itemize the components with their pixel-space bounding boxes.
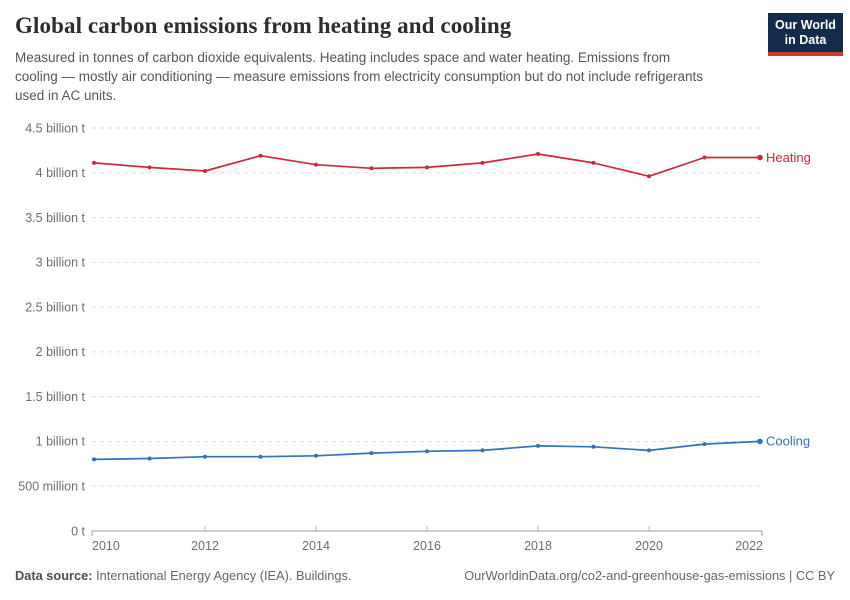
x-axis-tick-label: 2012 xyxy=(191,539,219,553)
data-point-cooling[interactable] xyxy=(258,454,263,459)
series-line-heating[interactable] xyxy=(93,153,761,178)
data-point-cooling[interactable] xyxy=(702,442,707,447)
data-point-heating[interactable] xyxy=(480,160,485,165)
chart-footer: Data source: International Energy Agency… xyxy=(15,568,835,583)
data-point-heating[interactable] xyxy=(92,160,96,165)
data-point-heating[interactable] xyxy=(702,155,707,160)
y-axis-tick-label: 0 t xyxy=(71,524,85,538)
x-axis-tick-label: 2014 xyxy=(302,539,330,553)
data-point-heating[interactable] xyxy=(425,165,429,170)
data-point-heating[interactable] xyxy=(536,152,540,156)
data-point-cooling[interactable] xyxy=(757,438,763,445)
data-point-heating[interactable] xyxy=(757,154,763,161)
y-axis-tick-label: 3 billion t xyxy=(36,256,86,270)
series-line-cooling[interactable] xyxy=(93,440,761,461)
y-axis-tick-label: 1 billion t xyxy=(36,435,86,449)
series-label-heating: Heating xyxy=(766,150,811,165)
chart-subtitle: Measured in tonnes of carbon dioxide equ… xyxy=(15,50,704,103)
y-axis-tick-label: 2.5 billion t xyxy=(25,300,85,314)
data-point-cooling[interactable] xyxy=(203,454,207,459)
data-source-label: Data source: xyxy=(15,568,93,583)
y-axis-tick-label: 3.5 billion t xyxy=(25,211,85,225)
x-axis-tick-label: 2016 xyxy=(413,539,441,553)
data-point-heating[interactable] xyxy=(147,165,152,170)
data-point-cooling[interactable] xyxy=(536,443,540,448)
y-axis-tick-label: 1.5 billion t xyxy=(25,390,85,404)
chart-header: Global carbon emissions from heating and… xyxy=(15,12,750,105)
y-axis-tick-label: 4 billion t xyxy=(36,166,86,180)
y-axis-tick-label: 4.5 billion t xyxy=(25,121,85,135)
data-source: Data source: International Energy Agency… xyxy=(15,568,351,583)
data-point-heating[interactable] xyxy=(647,174,651,179)
data-point-heating[interactable] xyxy=(369,166,374,171)
data-point-cooling[interactable] xyxy=(92,457,96,462)
y-axis-tick-label: 2 billion t xyxy=(36,345,86,359)
data-point-cooling[interactable] xyxy=(591,444,596,449)
data-point-cooling[interactable] xyxy=(369,451,374,456)
x-axis-tick-label: 2010 xyxy=(92,539,120,553)
owid-logo-line2: in Data xyxy=(784,33,827,47)
page-title: Global carbon emissions from heating and… xyxy=(15,13,512,38)
credit-link[interactable]: OurWorldinData.org/co2-and-greenhouse-ga… xyxy=(464,568,835,583)
series-label-cooling: Cooling xyxy=(766,434,810,449)
data-point-heating[interactable] xyxy=(258,153,263,158)
y-axis-tick-label: 500 million t xyxy=(18,480,85,494)
data-point-heating[interactable] xyxy=(591,160,596,165)
x-axis-tick-label: 2020 xyxy=(635,539,663,553)
owid-logo[interactable]: Our World in Data xyxy=(768,13,843,56)
owid-logo-line1: Our World xyxy=(775,18,836,32)
data-source-text: International Energy Agency (IEA). Build… xyxy=(92,568,352,583)
data-point-cooling[interactable] xyxy=(147,456,152,461)
data-point-heating[interactable] xyxy=(203,169,207,173)
data-point-cooling[interactable] xyxy=(480,448,485,453)
data-point-cooling[interactable] xyxy=(314,453,318,458)
x-axis-tick-label: 2022 xyxy=(735,539,763,553)
x-axis-tick-label: 2018 xyxy=(524,539,552,553)
data-point-cooling[interactable] xyxy=(425,449,429,454)
data-point-heating[interactable] xyxy=(314,162,318,167)
data-point-cooling[interactable] xyxy=(647,448,651,453)
